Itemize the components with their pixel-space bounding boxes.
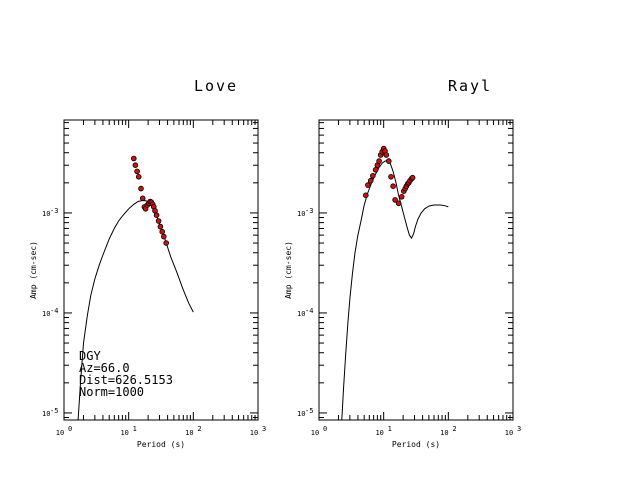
rayleigh-data-point xyxy=(398,194,405,200)
rayleigh-plot-frame xyxy=(318,119,514,421)
love-plot-frame xyxy=(63,119,259,421)
love-data-point xyxy=(161,233,167,240)
love-x-tick-label: 10 xyxy=(56,429,64,437)
love-data-point xyxy=(139,195,146,202)
love-data-point xyxy=(138,185,144,192)
love-x-axis-label: Period (s) xyxy=(137,440,185,449)
rayleigh-data-point xyxy=(409,174,416,181)
rayleigh-x-axis-label: Period (s) xyxy=(392,440,440,449)
love-model-curve xyxy=(77,200,194,421)
rayleigh-x-tick-exponent: 2 xyxy=(452,425,456,433)
rayleigh-y-tick-label: 10 xyxy=(297,410,305,418)
love-title: Love xyxy=(194,77,238,95)
rayleigh-x-tick-exponent: 3 xyxy=(517,425,521,433)
love-y-tick-exponent: -3 xyxy=(50,207,58,215)
rayleigh-data-point xyxy=(365,182,371,188)
love-annotation-line: DGY xyxy=(79,349,101,363)
rayleigh-x-tick-label: 10 xyxy=(311,429,319,437)
love-annotation-line: Dist=626.5153 xyxy=(79,373,173,387)
rayleigh-data-point xyxy=(362,192,369,199)
love-data-point xyxy=(153,212,160,219)
rayleigh-y-tick-label: 10 xyxy=(297,310,305,318)
rayleigh-x-tick-exponent: 1 xyxy=(388,425,392,433)
rayleigh-y-tick-exponent: -5 xyxy=(305,407,313,415)
love-data-point xyxy=(155,218,162,224)
rayleigh-data-point xyxy=(367,177,374,184)
rayleigh-title: Rayl xyxy=(448,77,492,95)
love-data-point xyxy=(132,162,139,169)
rayleigh-data-point xyxy=(383,152,390,158)
love-x-tick-exponent: 2 xyxy=(197,425,201,433)
love-annotation-line: Norm=1000 xyxy=(79,385,144,399)
love-x-tick-exponent: 3 xyxy=(262,425,266,433)
love-annotation-line: Az=66.0 xyxy=(79,361,130,375)
love-y-axis-label: Amp (cm-sec) xyxy=(29,241,38,299)
love-x-tick-label: 10 xyxy=(250,429,258,437)
rayleigh-x-tick-label: 10 xyxy=(375,429,383,437)
rayleigh-y-axis-label: Amp (cm-sec) xyxy=(284,241,293,299)
love-data-point xyxy=(134,168,140,175)
love-x-tick-exponent: 1 xyxy=(133,425,137,433)
rayleigh-x-tick-exponent: 0 xyxy=(323,425,327,433)
rayleigh-x-tick-label: 10 xyxy=(505,429,513,437)
love-y-tick-exponent: -4 xyxy=(50,307,58,315)
love-data-point xyxy=(135,174,142,180)
rayleigh-data-point xyxy=(372,167,379,173)
rayleigh-model-curve xyxy=(341,159,449,421)
rayleigh-data-point xyxy=(376,158,382,164)
rayleigh-y-tick-exponent: -3 xyxy=(305,207,313,215)
rayleigh-data-point xyxy=(392,197,398,203)
rayleigh-data-point xyxy=(369,173,376,179)
love-x-tick-label: 10 xyxy=(120,429,128,437)
love-y-tick-label: 10 xyxy=(42,310,50,318)
rayleigh-y-tick-label: 10 xyxy=(297,210,305,218)
love-y-tick-exponent: -5 xyxy=(50,407,58,415)
rayleigh-x-tick-label: 10 xyxy=(440,429,448,437)
rayleigh-data-point xyxy=(385,158,392,164)
love-x-tick-exponent: 0 xyxy=(68,425,72,433)
love-y-tick-label: 10 xyxy=(42,210,50,218)
rayleigh-data-point xyxy=(390,183,396,190)
rayleigh-y-tick-exponent: -4 xyxy=(305,307,313,315)
rayleigh-data-point xyxy=(388,174,394,180)
love-y-tick-label: 10 xyxy=(42,410,50,418)
love-data-point xyxy=(163,240,170,246)
love-x-tick-label: 10 xyxy=(185,429,193,437)
love-data-point xyxy=(157,223,164,230)
love-data-point xyxy=(159,228,166,235)
love-data-point xyxy=(131,155,137,162)
rayleigh-data-point xyxy=(395,200,402,207)
